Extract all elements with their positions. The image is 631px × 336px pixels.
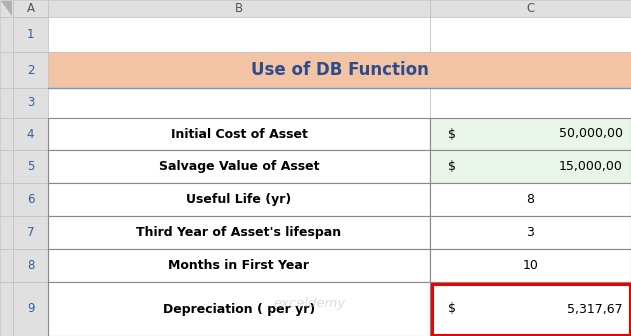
Bar [430, 17, 631, 52]
Text: 1: 1 [27, 28, 34, 41]
Bar [48, 282, 430, 336]
Bar [13, 118, 48, 150]
Bar [48, 150, 430, 183]
Bar [13, 216, 48, 249]
Bar [430, 88, 631, 118]
Bar [0, 0, 13, 17]
Text: 10: 10 [522, 259, 538, 272]
Text: Months in First Year: Months in First Year [168, 259, 309, 272]
Bar [13, 282, 48, 336]
Bar [13, 183, 48, 216]
Bar [430, 183, 631, 216]
Text: 8: 8 [526, 193, 534, 206]
Text: 6: 6 [27, 193, 34, 206]
Bar [430, 216, 631, 249]
Polygon shape [1, 1, 12, 16]
Text: 2: 2 [27, 64, 34, 77]
Bar [0, 17, 13, 52]
Text: exceldemy: exceldemy [274, 297, 346, 310]
Bar [48, 249, 430, 282]
Bar [430, 249, 631, 282]
Bar [0, 216, 13, 249]
Text: 9: 9 [27, 302, 34, 316]
Bar [432, 284, 630, 335]
Text: Initial Cost of Asset: Initial Cost of Asset [170, 127, 307, 140]
Text: C: C [526, 2, 534, 15]
Text: 4: 4 [27, 127, 34, 140]
Bar [0, 88, 13, 118]
Bar [13, 249, 48, 282]
Text: 50,000,00: 50,000,00 [559, 127, 623, 140]
Text: 7: 7 [27, 226, 34, 239]
Bar [48, 216, 430, 249]
Bar [13, 88, 48, 118]
Bar [0, 249, 13, 282]
Bar [48, 52, 631, 88]
Bar [48, 183, 430, 216]
Bar [0, 150, 13, 183]
Text: 3: 3 [27, 96, 34, 110]
Bar [48, 118, 430, 150]
Text: 5,317,67: 5,317,67 [567, 302, 623, 316]
Text: 8: 8 [27, 259, 34, 272]
Bar [13, 0, 48, 17]
Text: Depreciation ( per yr): Depreciation ( per yr) [163, 302, 315, 316]
Bar [13, 17, 48, 52]
Text: A: A [27, 2, 35, 15]
Text: $: $ [448, 302, 456, 316]
Text: 3: 3 [526, 226, 534, 239]
Bar [48, 0, 430, 17]
Bar [48, 88, 430, 118]
Text: Third Year of Asset's lifespan: Third Year of Asset's lifespan [136, 226, 341, 239]
Bar [0, 118, 13, 150]
Text: B: B [235, 2, 243, 15]
Text: 15,000,00: 15,000,00 [559, 160, 623, 173]
Bar [430, 0, 631, 17]
Bar [13, 150, 48, 183]
Bar [430, 118, 631, 150]
Bar [430, 150, 631, 183]
Bar [0, 183, 13, 216]
Text: Salvage Value of Asset: Salvage Value of Asset [159, 160, 319, 173]
Bar [48, 17, 430, 52]
Bar [13, 52, 48, 88]
Bar [0, 282, 13, 336]
Text: Use of DB Function: Use of DB Function [251, 61, 428, 79]
Text: $: $ [448, 160, 456, 173]
Bar [430, 282, 631, 336]
Text: 5: 5 [27, 160, 34, 173]
Bar [0, 52, 13, 88]
Text: $: $ [448, 127, 456, 140]
Text: Useful Life (yr): Useful Life (yr) [186, 193, 292, 206]
